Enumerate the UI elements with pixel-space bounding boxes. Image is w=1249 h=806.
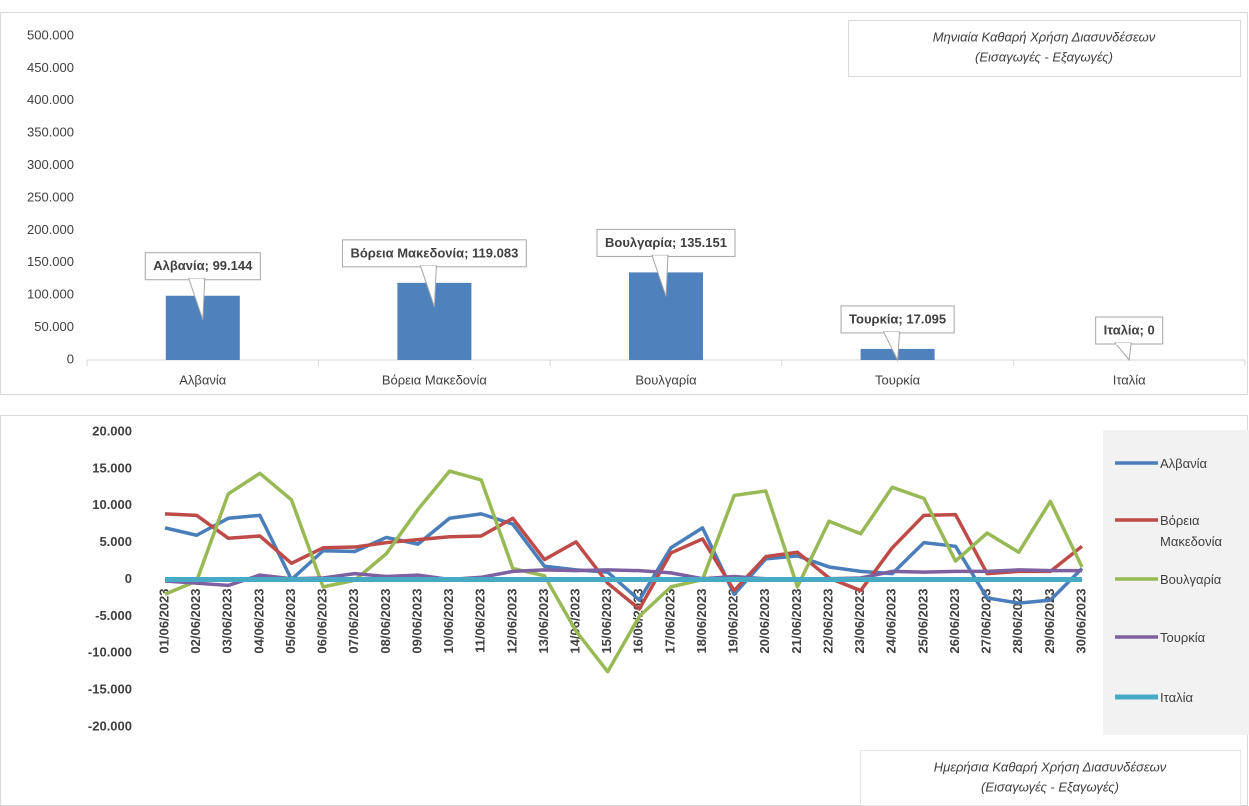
x-tick-label: 05/06/2023: [283, 589, 298, 654]
x-tick-label: 23/06/2023: [852, 589, 867, 654]
x-tick-label: 10/06/2023: [441, 589, 456, 654]
x-tick-label: 30/06/2023: [1073, 589, 1088, 654]
y-tick-label: 150.000: [27, 254, 74, 269]
data-label: Τουρκία; 17.095: [849, 311, 946, 326]
y-tick-label: 250.000: [27, 189, 74, 204]
y-tick-label: 5.000: [99, 534, 132, 549]
x-tick-label: 21/06/2023: [789, 589, 804, 654]
title-box: [860, 750, 1241, 806]
y-tick-label: 350.000: [27, 125, 74, 140]
series-line: [164, 469, 1084, 674]
title-box: [848, 20, 1241, 77]
series-line: [164, 512, 1084, 611]
x-tick-label: 22/06/2023: [820, 589, 835, 654]
data-label: Βουλγαρία; 135.151: [605, 235, 727, 250]
y-tick-label: -20.000: [88, 718, 132, 733]
x-tick-label: 07/06/2023: [346, 589, 361, 654]
x-tick-label: 17/06/2023: [662, 589, 677, 654]
y-tick-label: 50.000: [34, 319, 74, 334]
x-tick-label: 04/06/2023: [251, 589, 266, 654]
legend-label: Βουλγαρία: [1160, 572, 1222, 587]
x-tick-label: 27/06/2023: [979, 589, 994, 654]
y-tick-label: -5.000: [95, 608, 132, 623]
x-tick-label: 13/06/2023: [536, 589, 551, 654]
x-tick-label: Βουλγαρία: [635, 372, 697, 387]
x-tick-label: 18/06/2023: [694, 589, 709, 654]
x-tick-label: Ιταλία: [1113, 372, 1146, 387]
y-tick-label: 450.000: [27, 60, 74, 75]
x-tick-label: 02/06/2023: [188, 589, 203, 654]
y-tick-label: 200.000: [27, 222, 74, 237]
x-tick-label: 25/06/2023: [915, 589, 930, 654]
x-tick-label: 01/06/2023: [156, 589, 171, 654]
chart-title: Ημερήσια Καθαρή Χρήση Διασυνδέσεων: [934, 759, 1167, 774]
x-tick-label: 15/06/2023: [599, 589, 614, 654]
chart-subtitle: (Εισαγωγές - Εξαγωγές): [975, 49, 1113, 64]
legend-label: Αλβανία: [1160, 456, 1208, 471]
x-tick-label: 11/06/2023: [473, 589, 488, 653]
x-tick-label: Αλβανία: [179, 372, 227, 387]
legend-label: Βόρεια Μακεδονία: [1160, 513, 1223, 549]
x-tick-label: 20/06/2023: [757, 589, 772, 654]
x-tick-label: 09/06/2023: [409, 589, 424, 654]
x-tick-label: Τουρκία: [875, 372, 921, 387]
data-label: Αλβανία; 99.144: [153, 258, 253, 273]
series-line: [164, 512, 1084, 605]
data-label-box: [596, 228, 736, 257]
x-tick-label: 08/06/2023: [378, 589, 393, 654]
chart-subtitle: (Εισαγωγές - Εξαγωγές): [981, 779, 1119, 794]
y-tick-label: 0: [125, 571, 132, 586]
y-tick-label: 300.000: [27, 157, 74, 172]
y-tick-label: 400.000: [27, 92, 74, 107]
data-label-box: [1095, 316, 1164, 345]
data-label: Ιταλία; 0: [1104, 322, 1155, 337]
x-tick-label: 28/06/2023: [1010, 588, 1025, 653]
x-tick-label: 03/06/2023: [220, 589, 235, 654]
data-label: Βόρεια Μακεδονία; 119.083: [350, 245, 518, 260]
y-tick-label: 500.000: [27, 27, 74, 42]
chart-frame: [0, 415, 1248, 806]
x-tick-label: 29/06/2023: [1042, 589, 1057, 654]
x-tick-label: 24/06/2023: [884, 589, 899, 654]
x-tick-label: 06/06/2023: [315, 589, 330, 654]
y-tick-label: 15.000: [92, 460, 132, 475]
y-tick-label: 0: [67, 351, 74, 366]
y-tick-label: 10.000: [92, 497, 132, 512]
x-tick-label: Βόρεια Μακεδονία: [382, 372, 488, 387]
legend-panel: [1103, 430, 1249, 735]
x-tick-label: 26/06/2023: [947, 589, 962, 654]
y-tick-label: -10.000: [88, 645, 132, 660]
chart-title: Μηνιαία Καθαρή Χρήση Διασυνδέσεων: [933, 29, 1156, 44]
x-tick-label: 19/06/2023: [726, 589, 741, 654]
data-label-box: [144, 252, 261, 281]
data-label-box: [840, 305, 955, 334]
legend-label: Ιταλία: [1160, 690, 1193, 705]
y-tick-label: 20.000: [92, 423, 132, 438]
y-tick-label: -15.000: [88, 682, 132, 697]
legend-label: Τουρκία: [1160, 630, 1206, 645]
y-tick-label: 100.000: [27, 287, 74, 302]
x-tick-label: 12/06/2023: [504, 589, 519, 654]
